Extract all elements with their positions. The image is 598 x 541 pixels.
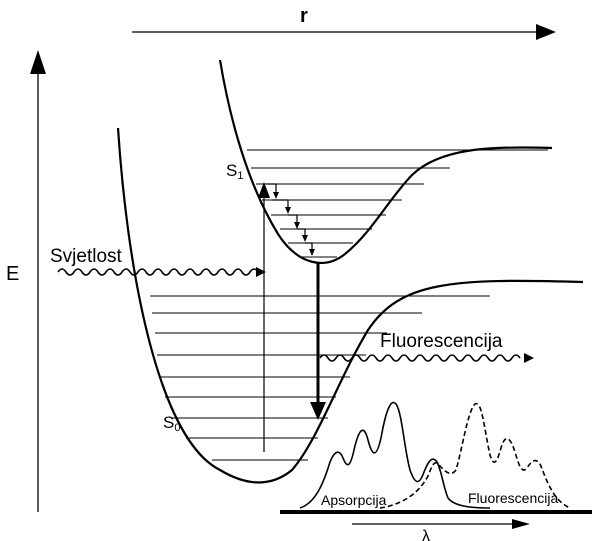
energy-axis-label: E bbox=[6, 263, 19, 285]
absorption-spectrum-curve bbox=[299, 401, 491, 509]
fluorescence-spectrum-curve bbox=[379, 403, 571, 509]
fluorescence-spectrum-label: Fluorescencija bbox=[468, 490, 558, 506]
excited-state-levels bbox=[247, 149, 548, 258]
wavelength-axis-label: λ bbox=[422, 528, 430, 541]
energy-axis bbox=[30, 50, 46, 512]
light-label: Svjetlost bbox=[50, 246, 123, 267]
fluorescence-emission-arrowhead bbox=[524, 353, 534, 363]
absorption-spectrum-label: Apsorpcija bbox=[321, 492, 387, 508]
r-axis bbox=[132, 24, 556, 40]
vibrational-relaxation-arrowheads bbox=[273, 192, 315, 256]
incoming-light-arrowhead bbox=[256, 267, 266, 277]
fluorescence-emission-wave bbox=[319, 354, 521, 362]
ground-state-levels bbox=[150, 295, 490, 461]
incoming-light-wave bbox=[57, 268, 259, 276]
fluorescence-label: Fluorescencija bbox=[380, 331, 503, 352]
excited-state-curve bbox=[218, 59, 553, 264]
ground-state-curve bbox=[116, 127, 584, 484]
fluorescence-transition-arrowhead bbox=[310, 402, 326, 420]
r-axis-label: r bbox=[300, 5, 308, 27]
excited-state-label: S1 bbox=[226, 161, 243, 182]
wavelength-axis bbox=[352, 519, 530, 529]
absorption-arrowhead bbox=[258, 182, 270, 198]
ground-state-label: S0 bbox=[163, 413, 180, 434]
